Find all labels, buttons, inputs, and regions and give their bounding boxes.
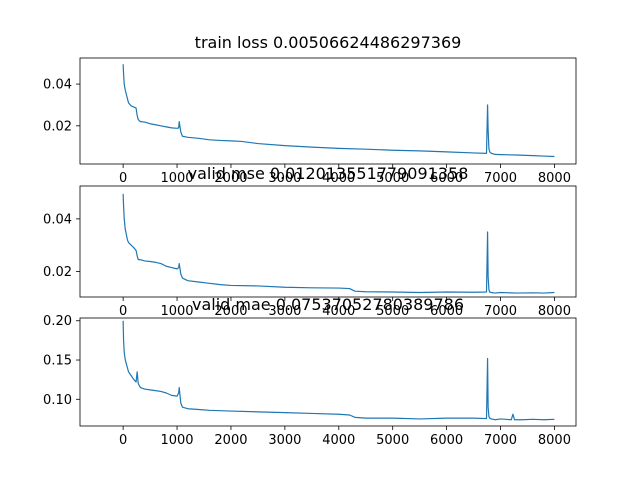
x-tick-label: 1000 [160,171,193,186]
subplot-2: 0 1000 2000 3000 4000 5000 6000 7000 8000 0.02 0.0… [43,164,577,319]
x-tick-label: 5000 [376,433,409,448]
axes-frame [79,185,577,298]
x-tick-label: 8000 [538,304,571,319]
y-tick-label: 0.04 [43,212,72,227]
x-tick-label: 7000 [484,433,517,448]
x-tick-label: 3000 [268,304,301,319]
subplot-title: train loss 0.00506624486297369 [195,33,462,52]
x-tick-label: 4000 [322,171,355,186]
subplot-title: valid mae 0.07537052780389786 [192,295,464,314]
x-tick-label: 2000 [214,433,247,448]
x-tick-label: 7000 [484,171,517,186]
x-tick-label: 8000 [538,171,571,186]
x-tick-label: 8000 [538,433,571,448]
x-tick-label: 6000 [430,304,463,319]
x-tick-label: 2000 [214,304,247,319]
x-tick-label: 1000 [160,433,193,448]
x-tick-label: 4000 [322,304,355,319]
subplots: 0 1000 2000 3000 4000 5000 6000 7000 8000 0.02 0.0… [43,33,577,448]
series-line [122,193,555,294]
axes-frame [79,57,577,165]
subplot-title: valid mse 0.012013551779091358 [188,164,469,183]
y-tick-label: 0.15 [43,354,72,369]
x-tick-label: 6000 [430,171,463,186]
y-tick-label: 0.10 [43,393,72,408]
axes-frame [79,317,577,427]
x-tick-label: 6000 [430,433,463,448]
y-tick-label: 0.04 [43,78,72,93]
y-tick-label: 0.02 [43,265,72,280]
x-tick-label: 1000 [160,304,193,319]
x-tick-label: 5000 [376,304,409,319]
subplot-3: 0 1000 2000 3000 4000 5000 6000 7000 8000 0.10 0.1… [43,295,577,448]
subplot-1: 0 1000 2000 3000 4000 5000 6000 7000 8000 0.02 0.0… [43,33,577,186]
x-tick-label: 0 [119,304,127,319]
x-tick-label: 7000 [484,304,517,319]
x-tick-label: 3000 [268,433,301,448]
x-tick-label: 2000 [214,171,247,186]
x-tick-label: 3000 [268,171,301,186]
series-line [122,64,555,158]
x-tick-label: 0 [119,171,127,186]
x-tick-label: 4000 [322,433,355,448]
series-line [122,320,555,421]
x-tick-label: 5000 [376,171,409,186]
x-tick-label: 0 [119,433,127,448]
y-tick-label: 0.20 [43,314,72,329]
y-tick-label: 0.02 [43,119,72,134]
